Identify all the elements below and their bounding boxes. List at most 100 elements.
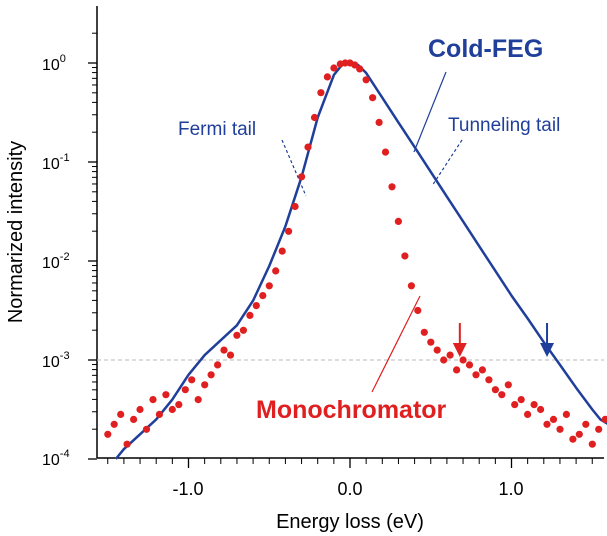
monochromator-point — [130, 415, 138, 423]
monochromator-point — [104, 430, 112, 438]
monochromator-point — [123, 440, 131, 448]
monochromator-point — [375, 118, 383, 126]
arrow-head — [540, 343, 555, 357]
monochromator-point — [207, 371, 215, 379]
y-tick-label-1e-1: 10-1 — [42, 152, 70, 173]
y-tick-label-1e-4: 10-4 — [42, 448, 70, 469]
monochromator-point — [317, 89, 325, 97]
monochromator-point — [595, 425, 603, 433]
monochromator-point — [265, 282, 273, 290]
monochromator-point — [381, 148, 390, 156]
monochromator-leader-line — [371, 295, 421, 393]
monochromator-point — [433, 346, 441, 354]
monochromator-point — [394, 217, 402, 225]
series-monochromator-points — [104, 59, 607, 448]
monochromator-point — [511, 401, 519, 409]
annotation-tunneling-tail: Tunneling tail — [448, 115, 560, 136]
monochromator-point — [142, 425, 151, 433]
x-ticks — [107, 458, 593, 468]
monochromator-point — [582, 420, 590, 428]
monochromator-point — [149, 396, 157, 404]
monochromator-point — [304, 143, 312, 151]
monochromator-point — [162, 391, 170, 399]
monochromator-point — [407, 282, 415, 290]
annotation-fermi-tail: Fermi tail — [178, 119, 256, 140]
monochromator-point — [291, 202, 299, 211]
monochromator-point — [356, 65, 364, 73]
monochromator-point — [278, 247, 286, 255]
monochromator-point — [491, 386, 499, 394]
cold-feg-leader-line — [413, 71, 447, 153]
y-tick-label-1e0: 100 — [42, 53, 66, 74]
monochromator-point — [323, 73, 331, 81]
x-tick-label-1: 1.0 — [498, 479, 523, 499]
monochromator-point — [498, 391, 506, 399]
monochromator-point — [239, 326, 247, 334]
monochromator-point — [478, 366, 486, 374]
x-axis-label: Energy loss (eV) — [276, 511, 424, 533]
monochromator-marker-arrow — [452, 323, 467, 357]
monochromator-point — [310, 113, 319, 122]
monochromator-point — [330, 64, 338, 72]
monochromator-point — [569, 435, 577, 443]
monochromator-point — [201, 381, 209, 389]
monochromator-point — [272, 267, 280, 275]
monochromator-point — [472, 371, 480, 379]
monochromator-point — [388, 183, 396, 191]
y-axis-label: Normarized intensity — [5, 141, 27, 323]
monochromator-point — [556, 425, 564, 433]
monochromator-point — [524, 410, 532, 418]
arrow-head — [452, 343, 467, 357]
monochromator-point — [453, 366, 461, 374]
monochromator-point — [485, 376, 493, 384]
monochromator-point — [427, 338, 435, 346]
monochromator-point — [194, 396, 202, 404]
x-tick-label-neg1: -1.0 — [172, 479, 203, 499]
y-tick-label-1e-3: 10-3 — [42, 350, 70, 371]
monochromator-point — [285, 227, 293, 235]
monochromator-point — [181, 386, 189, 394]
monochromator-point — [136, 405, 144, 414]
monochromator-point — [351, 61, 359, 69]
y-ticks — [88, 32, 97, 460]
monochromator-point — [420, 328, 428, 336]
monochromator-point — [575, 430, 583, 438]
monochromator-point — [188, 376, 196, 384]
monochromator-point — [117, 410, 125, 418]
annotation-cold-feg: Cold-FEG — [428, 35, 543, 63]
monochromator-point — [459, 356, 467, 364]
annotation-monochromator: Monochromator — [256, 396, 447, 424]
monochromator-point — [168, 405, 176, 414]
monochromator-point — [537, 405, 545, 414]
monochromator-point — [252, 302, 260, 310]
monochromator-point — [446, 351, 454, 359]
monochromator-point — [226, 351, 235, 359]
monochromator-point — [220, 346, 228, 354]
monochromator-point — [175, 401, 183, 409]
monochromator-point — [530, 401, 538, 409]
monochromator-point — [401, 252, 409, 260]
monochromator-point — [549, 415, 558, 423]
monochromator-point — [214, 361, 222, 369]
monochromator-point — [601, 415, 607, 423]
monochromator-point — [562, 410, 571, 418]
monochromator-point — [517, 396, 525, 404]
tunneling-tail-leader-line — [431, 139, 463, 187]
monochromator-point — [504, 381, 512, 389]
x-tick-label-0: 0.0 — [337, 479, 362, 499]
cold-feg-marker-arrow — [540, 323, 555, 357]
monochromator-point — [298, 173, 306, 181]
monochromator-point — [362, 76, 370, 84]
fermi-tail-leader-line — [281, 139, 307, 197]
monochromator-point — [259, 292, 267, 300]
monochromator-point — [369, 94, 377, 102]
monochromator-point — [155, 410, 163, 418]
monochromator-point — [588, 440, 596, 448]
monochromator-point — [465, 361, 474, 369]
y-tick-label-1e-2: 10-2 — [42, 251, 70, 272]
monochromator-point — [543, 420, 551, 428]
monochromator-point — [110, 420, 118, 428]
monochromator-point — [233, 331, 241, 339]
